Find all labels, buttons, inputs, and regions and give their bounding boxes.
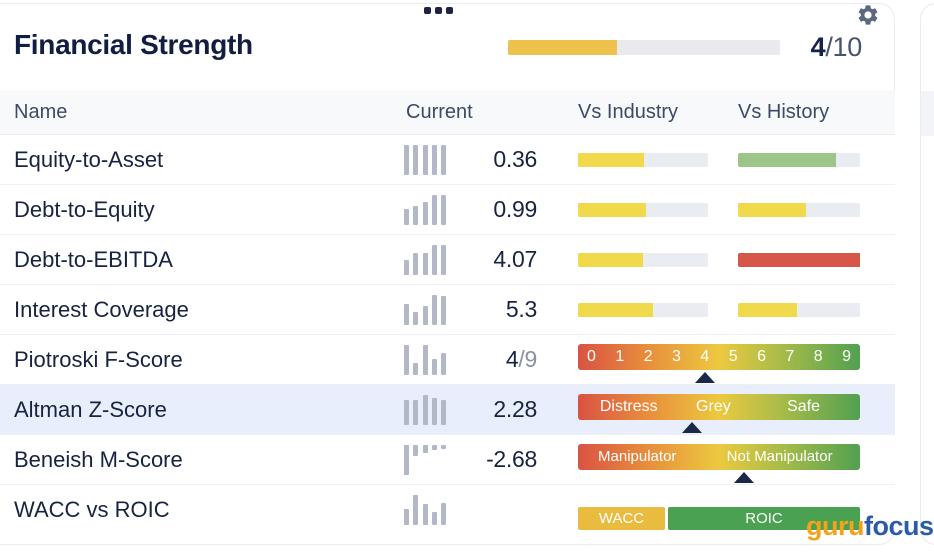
column-header-current: Current — [406, 101, 473, 123]
vs-industry-bar — [578, 303, 708, 317]
metric-name: Interest Coverage — [14, 297, 189, 322]
metric-value: 0.99 — [493, 196, 537, 222]
column-header-vs-industry: Vs Industry — [578, 101, 679, 123]
adjacent-card-header-band — [921, 91, 934, 136]
trend-minichart-icon — [404, 145, 446, 175]
gurufocus-logo: gurufocus — [806, 511, 934, 542]
zone-label-not-manipulator: Not Manipulator — [726, 448, 833, 465]
trend-minichart-icon — [404, 445, 446, 475]
metrics-table: Name Current Vs Industry Vs History Equi… — [0, 90, 895, 535]
zone-label-safe: Safe — [787, 398, 821, 415]
metric-name: Beneish M-Score — [14, 447, 183, 472]
metric-name: Debt-to-Equity — [14, 197, 155, 222]
score-marker-triangle — [734, 472, 755, 483]
wacc-roic-bars: WACC ROIC — [578, 494, 860, 535]
score-progress-bar — [508, 40, 780, 55]
metric-name: WACC vs ROIC — [14, 497, 170, 522]
score-marker-triangle — [694, 372, 715, 383]
logo-part-focus: focus — [864, 511, 934, 541]
zone-label-distress: Distress — [599, 398, 658, 415]
row-wacc-vs-roic[interactable]: WACC vs ROIC WACC ROIC — [0, 485, 895, 535]
vs-industry-bar — [578, 153, 708, 167]
settings-gear-icon[interactable] — [856, 3, 882, 29]
menu-dot — [424, 7, 431, 14]
row-beneish-m-score[interactable]: Beneish M-Score -2.68 Manipulator Not Ma… — [0, 435, 895, 485]
menu-dot — [435, 7, 442, 14]
trend-minichart-icon — [404, 245, 446, 275]
table-header-row: Name Current Vs Industry Vs History — [0, 90, 895, 135]
column-header-name: Name — [14, 101, 68, 123]
score-gradient-bar: Manipulator Not Manipulator — [578, 444, 860, 470]
vs-industry-bar — [578, 253, 708, 267]
vs-history-bar — [738, 153, 860, 167]
metric-value: -2.68 — [486, 446, 537, 472]
trend-minichart-icon — [404, 495, 446, 525]
menu-dot — [446, 7, 453, 14]
vs-industry-bar — [578, 203, 708, 217]
metric-name: Altman Z-Score — [14, 397, 167, 422]
score-gradient-bar: Distress Grey Safe — [578, 394, 860, 420]
beneish-zone-scale: Manipulator Not Manipulator — [578, 444, 860, 485]
wacc-segment: WACC — [578, 507, 665, 530]
metric-value: 5.3 — [505, 296, 537, 322]
metric-value: 0.36 — [493, 146, 537, 172]
score-marker-triangle — [682, 422, 703, 433]
zone-label-manipulator: Manipulator — [598, 448, 677, 465]
zone-label-grey: Grey — [696, 398, 731, 415]
row-altman-z-score[interactable]: Altman Z-Score 2.28 Distress Grey Safe — [0, 385, 895, 435]
trend-minichart-icon — [404, 295, 446, 325]
trend-minichart-icon — [404, 345, 446, 375]
column-header-vs-history: Vs History — [738, 101, 830, 123]
panel-title: Financial Strength — [14, 29, 253, 60]
more-menu-icon[interactable] — [424, 7, 453, 14]
metric-value: 2.28 — [493, 396, 537, 422]
score-max: /10 — [825, 32, 862, 62]
row-equity-to-asset[interactable]: Equity-to-Asset 0.36 — [0, 135, 895, 185]
vs-history-bar — [738, 303, 860, 317]
metric-value: 4/9 — [505, 346, 537, 372]
metric-name: Debt-to-EBITDA — [14, 247, 173, 272]
row-debt-to-ebitda[interactable]: Debt-to-EBITDA 4.07 — [0, 235, 895, 285]
vs-history-bar — [738, 253, 860, 267]
row-interest-coverage[interactable]: Interest Coverage 5.3 — [0, 285, 895, 335]
metric-value: 4.07 — [493, 246, 537, 272]
logo-part-guru: guru — [806, 511, 865, 541]
roic-segment: ROIC — [668, 507, 860, 530]
row-debt-to-equity[interactable]: Debt-to-Equity 0.99 — [0, 185, 895, 235]
score-progress-fill — [508, 40, 617, 55]
score-value: 4 — [810, 32, 826, 62]
altman-zone-scale: Distress Grey Safe — [578, 394, 860, 435]
metric-name: Equity-to-Asset — [14, 147, 164, 172]
metric-name: Piotroski F-Score — [14, 347, 183, 372]
trend-minichart-icon — [404, 395, 446, 425]
score-text: 4/10 — [780, 32, 863, 63]
adjacent-card — [920, 3, 934, 545]
trend-minichart-icon — [404, 195, 446, 225]
vs-history-bar — [738, 203, 860, 217]
